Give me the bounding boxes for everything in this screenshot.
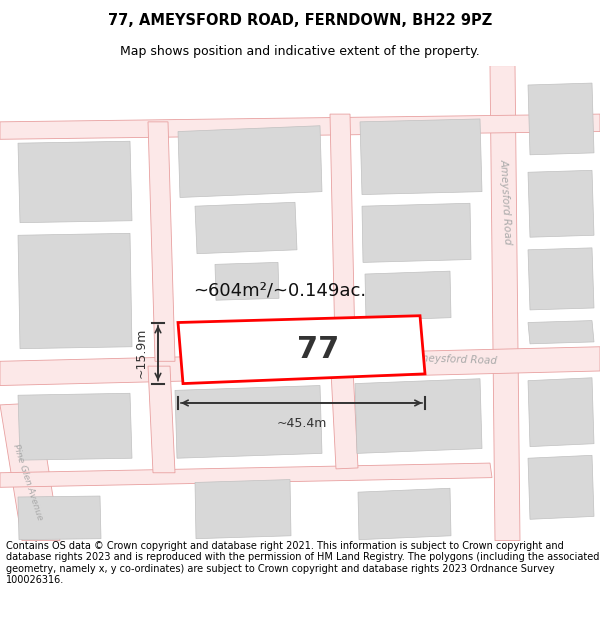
Text: ~15.9m: ~15.9m — [135, 328, 148, 378]
Polygon shape — [355, 379, 482, 453]
Polygon shape — [362, 203, 471, 262]
Polygon shape — [0, 347, 600, 386]
Polygon shape — [528, 248, 594, 310]
Polygon shape — [18, 233, 132, 349]
Polygon shape — [528, 321, 594, 344]
Text: 77, AMEYSFORD ROAD, FERNDOWN, BH22 9PZ: 77, AMEYSFORD ROAD, FERNDOWN, BH22 9PZ — [108, 13, 492, 28]
Text: ~604m²/~0.149ac.: ~604m²/~0.149ac. — [193, 281, 367, 299]
Polygon shape — [358, 488, 451, 539]
Polygon shape — [18, 141, 132, 222]
Polygon shape — [0, 114, 600, 139]
Polygon shape — [0, 403, 60, 541]
Polygon shape — [528, 378, 594, 447]
Polygon shape — [330, 349, 358, 469]
Text: Ameysford Road: Ameysford Road — [499, 158, 513, 244]
Polygon shape — [528, 171, 594, 238]
Polygon shape — [215, 262, 279, 300]
Polygon shape — [18, 393, 132, 460]
Text: ~45.4m: ~45.4m — [277, 416, 326, 429]
Text: Ameysford Road: Ameysford Road — [412, 353, 498, 366]
Polygon shape — [528, 83, 594, 155]
Polygon shape — [0, 463, 492, 488]
Polygon shape — [148, 122, 175, 361]
Polygon shape — [195, 202, 297, 254]
Polygon shape — [528, 456, 594, 519]
Text: Contains OS data © Crown copyright and database right 2021. This information is : Contains OS data © Crown copyright and d… — [6, 541, 599, 586]
Polygon shape — [330, 114, 355, 347]
Polygon shape — [175, 386, 322, 458]
Polygon shape — [365, 271, 451, 321]
Polygon shape — [178, 126, 322, 198]
Polygon shape — [360, 119, 482, 194]
Text: 77: 77 — [297, 335, 339, 364]
Polygon shape — [178, 316, 425, 384]
Polygon shape — [195, 479, 291, 539]
Polygon shape — [490, 66, 520, 541]
Text: Pine Glen Avenue: Pine Glen Avenue — [11, 443, 44, 522]
Text: Map shows position and indicative extent of the property.: Map shows position and indicative extent… — [120, 46, 480, 58]
Polygon shape — [18, 496, 101, 539]
Polygon shape — [148, 366, 175, 472]
Polygon shape — [195, 336, 241, 365]
